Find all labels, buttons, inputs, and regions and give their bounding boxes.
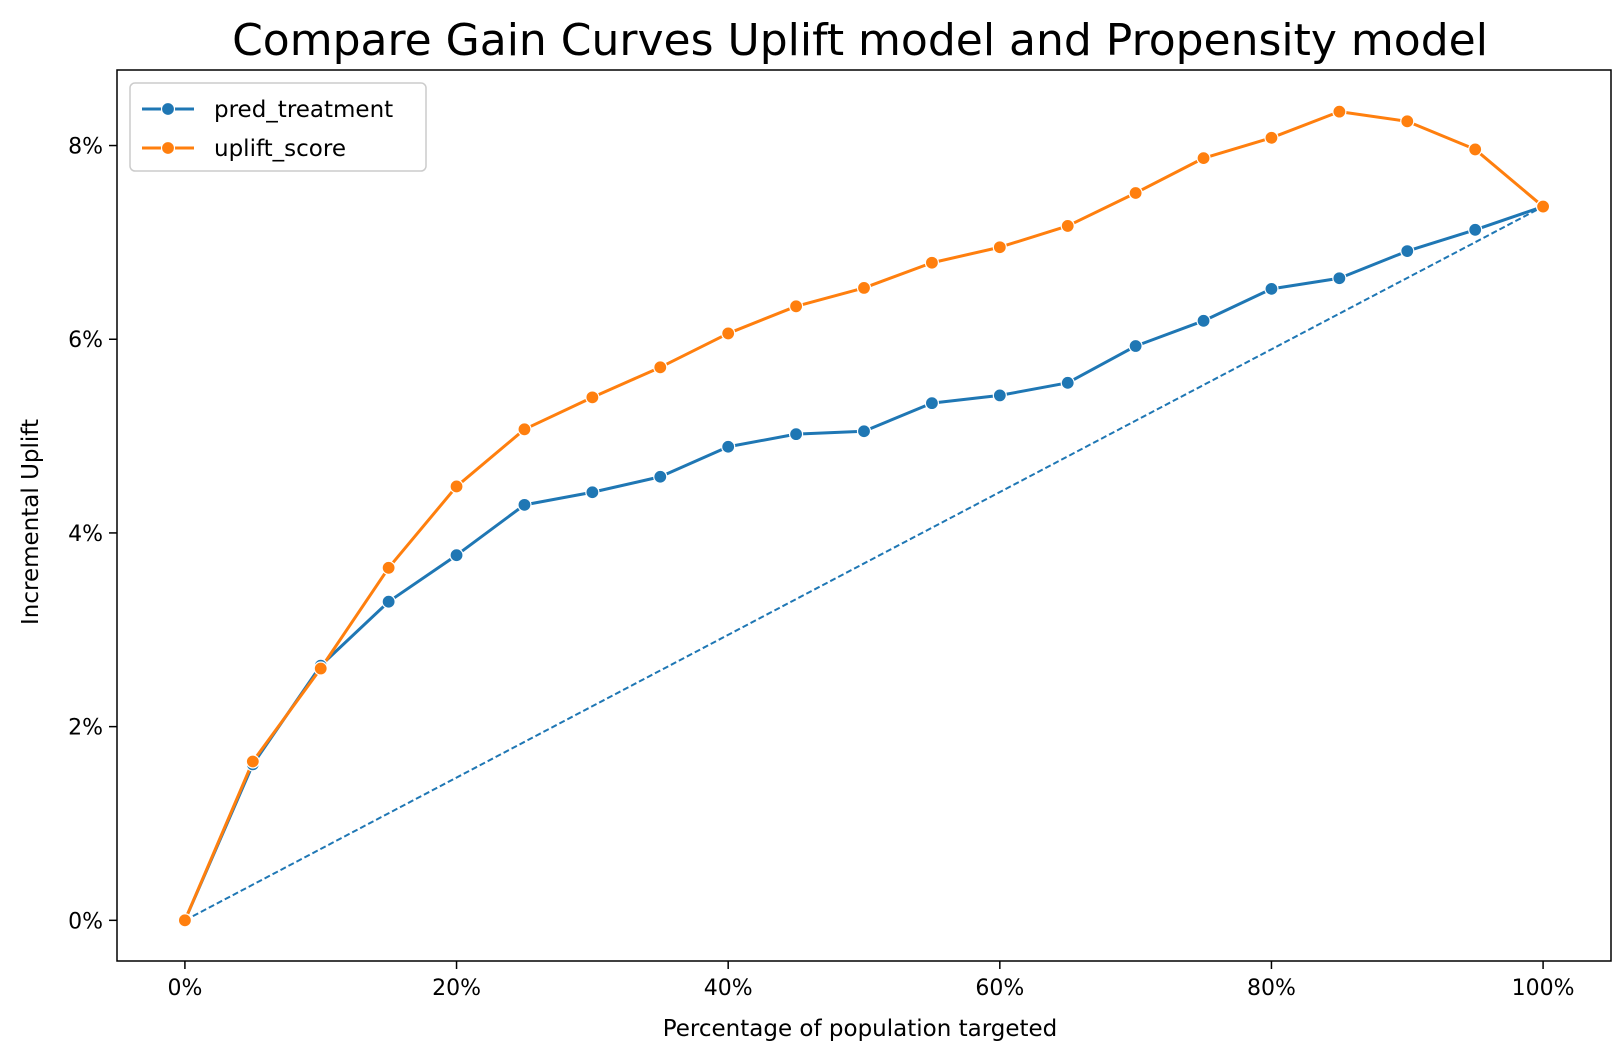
data-point-pred_treatment-8 — [721, 439, 736, 454]
chart-title: Compare Gain Curves Uplift model and Pro… — [232, 15, 1488, 66]
y-tick-label: 8% — [68, 135, 103, 160]
y-tick-label: 4% — [68, 522, 103, 547]
series-markers-uplift_score — [177, 104, 1551, 928]
data-point-uplift_score-18 — [1400, 114, 1415, 129]
x-tick-label: 100% — [1512, 976, 1575, 1001]
data-point-uplift_score-17 — [1332, 104, 1347, 119]
data-point-pred_treatment-16 — [1264, 281, 1279, 296]
data-point-pred_treatment-15 — [1196, 313, 1211, 328]
data-point-pred_treatment-9 — [788, 427, 804, 442]
data-point-uplift_score-5 — [517, 422, 532, 437]
x-axis-label: Percentage of population targeted — [663, 1016, 1058, 1042]
data-point-pred_treatment-18 — [1400, 244, 1415, 259]
data-point-uplift_score-9 — [788, 299, 804, 314]
data-point-uplift_score-11 — [924, 255, 940, 270]
data-point-uplift_score-12 — [992, 240, 1007, 255]
y-tick-label: 0% — [68, 909, 103, 934]
data-point-pred_treatment-7 — [653, 469, 668, 484]
data-point-pred_treatment-4 — [449, 548, 464, 563]
plot-area: 0% 20% 40% 60% 80% 100% 0% 2% 4% 6% 8% — [68, 69, 1612, 1001]
data-point-uplift_score-15 — [1196, 151, 1211, 166]
data-point-pred_treatment-10 — [856, 424, 872, 439]
random-baseline-line — [184, 205, 1544, 922]
x-tick-label: 0% — [167, 976, 202, 1001]
data-point-uplift_score-4 — [449, 479, 464, 494]
data-point-uplift_score-19 — [1468, 142, 1483, 157]
y-tick-label: 2% — [68, 716, 103, 741]
data-point-uplift_score-6 — [585, 390, 600, 405]
x-tick-label: 40% — [704, 976, 753, 1001]
data-point-pred_treatment-12 — [992, 388, 1007, 403]
data-point-uplift_score-14 — [1128, 185, 1143, 201]
x-tick-label: 60% — [975, 976, 1024, 1001]
legend: pred_treatment uplift_score — [129, 82, 427, 172]
data-point-pred_treatment-11 — [924, 396, 940, 411]
plot-frame — [116, 69, 1612, 962]
x-tick-label: 20% — [432, 976, 481, 1001]
data-point-pred_treatment-19 — [1468, 222, 1483, 237]
data-point-uplift_score-2 — [313, 661, 328, 676]
data-point-pred_treatment-17 — [1332, 271, 1347, 286]
data-point-pred_treatment-13 — [1060, 375, 1075, 390]
series-line-uplift_score — [183, 110, 1545, 921]
data-point-uplift_score-7 — [653, 360, 668, 375]
data-point-uplift_score-1 — [245, 754, 260, 769]
x-tick-label: 80% — [1247, 976, 1296, 1001]
data-point-uplift_score-8 — [721, 326, 736, 341]
data-point-pred_treatment-6 — [585, 485, 600, 500]
legend-marker-pred_treatment — [160, 101, 176, 117]
data-point-uplift_score-16 — [1264, 130, 1279, 145]
data-point-pred_treatment-14 — [1128, 338, 1143, 354]
legend-marker-uplift_score — [160, 140, 176, 156]
data-point-pred_treatment-5 — [517, 497, 532, 512]
data-point-uplift_score-13 — [1060, 218, 1075, 234]
y-axis-label: Incremental Uplift — [18, 419, 44, 625]
legend-label-pred_treatment: pred_treatment — [214, 97, 393, 123]
y-tick-label: 6% — [68, 328, 103, 353]
data-point-uplift_score-3 — [381, 560, 396, 575]
legend-box — [129, 82, 427, 172]
legend-label-uplift_score: uplift_score — [214, 136, 346, 162]
data-point-pred_treatment-3 — [381, 594, 396, 609]
data-point-uplift_score-0 — [177, 913, 193, 928]
data-point-uplift_score-20 — [1535, 199, 1551, 214]
data-point-uplift_score-10 — [856, 280, 872, 296]
